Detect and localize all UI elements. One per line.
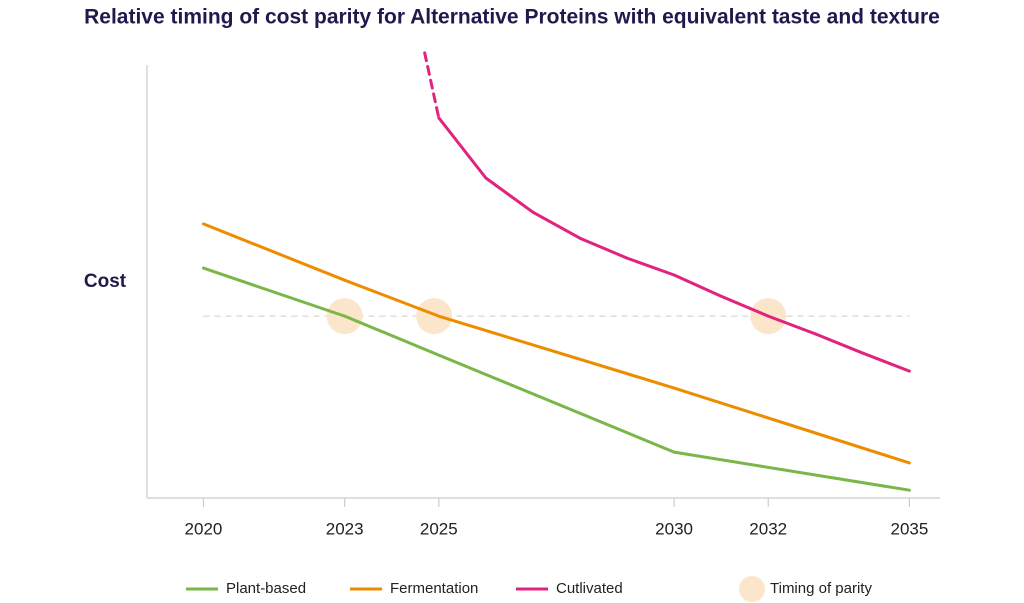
line-segment	[672, 450, 911, 492]
line-segment	[201, 266, 347, 318]
line-segment	[719, 294, 770, 318]
x-tick-label: 2032	[749, 519, 787, 538]
line-segment	[625, 256, 676, 277]
x-tick-label: 2035	[890, 519, 928, 538]
legend-swatch	[739, 576, 765, 602]
legend-label: Fermentation	[390, 580, 478, 597]
x-tick-label: 2030	[655, 519, 693, 538]
legend-label: Cutlivated	[556, 580, 623, 597]
line-segment	[201, 222, 347, 282]
parity-marker	[416, 298, 453, 335]
x-tick-label: 2025	[420, 519, 458, 538]
legend-label: Timing of parity	[770, 580, 872, 597]
line-segment	[437, 353, 676, 454]
line-segment	[813, 332, 864, 355]
line-segment	[484, 176, 535, 214]
line-segment	[672, 386, 911, 465]
line-segment	[437, 314, 676, 390]
y-axis-label: Cost	[84, 271, 127, 292]
legend-label: Plant-based	[226, 580, 306, 597]
line-segment	[423, 51, 441, 120]
line-segment	[860, 351, 911, 373]
line-segment	[437, 116, 488, 180]
line-segment	[766, 314, 817, 336]
x-tick-label: 2020	[185, 519, 223, 538]
line-segment	[343, 314, 441, 357]
line-segment	[672, 273, 723, 298]
x-tick-label: 2023	[326, 519, 364, 538]
line-segment	[531, 210, 582, 240]
line-segment	[578, 236, 629, 260]
chart-title: Relative timing of cost parity for Alter…	[84, 6, 940, 29]
line-segment	[343, 278, 441, 318]
